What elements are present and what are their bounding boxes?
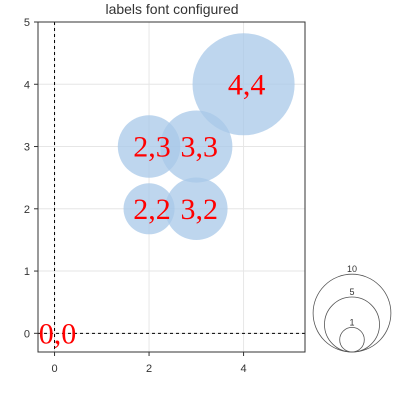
x-tick-label: 4	[241, 363, 247, 375]
size-legend-label: 1	[349, 317, 354, 327]
bubble-point	[160, 110, 233, 183]
size-legend: 10 5 1	[312, 264, 392, 353]
bubble-label: 2,3	[133, 131, 171, 164]
plot-frame	[37, 21, 306, 353]
size-legend-label: 10	[347, 264, 357, 274]
y-tick-label: 4	[24, 79, 30, 91]
size-legend-circle	[312, 273, 392, 353]
bubble-point	[165, 177, 228, 241]
bubble-point	[192, 33, 295, 136]
y-tick-label: 5	[24, 17, 30, 29]
bubble-label: 4,4	[228, 68, 266, 101]
y-tick-label: 2	[24, 204, 30, 216]
y-tick-label: 0	[24, 328, 30, 340]
bubble-label: 3,2	[181, 193, 219, 226]
chart-title: labels font configured	[105, 1, 238, 17]
size-legend-label: 5	[349, 287, 354, 297]
y-tick-label: 3	[24, 142, 30, 154]
bubble-label: 3,3	[181, 131, 219, 164]
x-tick-label: 2	[146, 363, 152, 375]
x-tick-label: 0	[51, 363, 57, 375]
bubble-label: 0,0	[39, 317, 77, 350]
bubble-point	[123, 183, 175, 235]
size-legend-circle	[339, 327, 365, 353]
bubble-label: 2,2	[133, 193, 171, 226]
y-tick-label: 1	[24, 266, 30, 278]
